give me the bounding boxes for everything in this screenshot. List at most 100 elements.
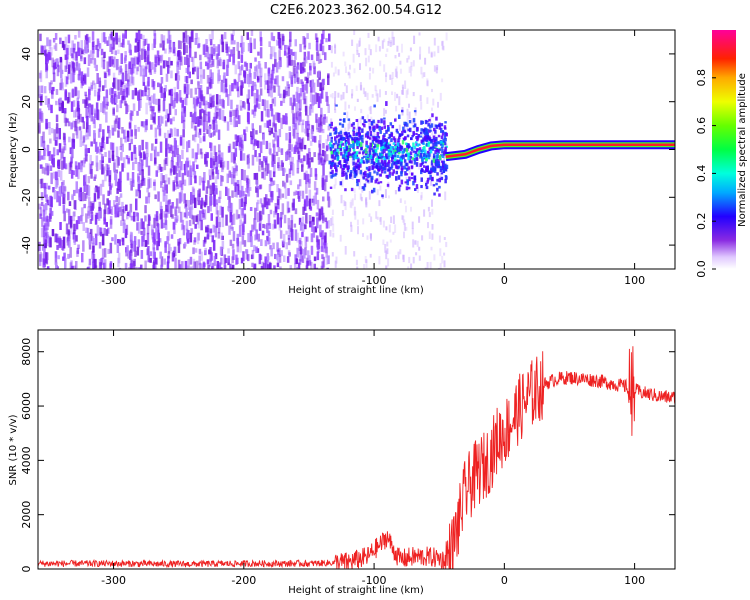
signal-cell — [410, 160, 413, 164]
signal-cell — [392, 149, 395, 155]
noise-cell — [178, 58, 181, 70]
noise-cell — [113, 159, 116, 171]
noise-cell — [98, 242, 102, 249]
noise-cell — [195, 33, 198, 44]
signal-cell — [347, 151, 351, 157]
noise-cell — [75, 181, 78, 194]
signal-cell — [330, 126, 333, 129]
noise-cell — [221, 241, 225, 250]
noise-cell — [272, 46, 276, 57]
noise-cell — [301, 216, 305, 226]
signal-cell — [411, 157, 414, 161]
noise-cell — [317, 96, 321, 108]
noise-cell — [268, 130, 272, 136]
noise-cell — [290, 220, 293, 232]
noise-cell — [407, 55, 410, 60]
noise-cell — [66, 237, 70, 246]
noise-cell — [240, 208, 243, 219]
noise-cell — [432, 98, 435, 106]
noise-cell — [43, 86, 47, 94]
noise-cell — [121, 75, 125, 82]
noise-cell — [345, 85, 348, 94]
noise-cell — [250, 30, 254, 36]
noise-cell — [370, 116, 373, 125]
noise-cell — [219, 205, 222, 216]
noise-cell — [259, 141, 263, 154]
colorbar: 0.00.20.40.60.8 Normalized spectral ampl… — [695, 30, 748, 278]
noise-cell — [334, 91, 337, 98]
noise-cell — [87, 185, 91, 197]
noise-cell — [215, 162, 219, 168]
noise-cell — [193, 104, 197, 115]
noise-cell — [59, 185, 62, 197]
noise-cell — [331, 216, 334, 226]
noise-cell — [304, 128, 307, 134]
noise-cell — [163, 132, 167, 139]
noise-cell — [221, 162, 225, 170]
signal-cell — [337, 138, 341, 144]
noise-cell — [83, 181, 86, 193]
noise-cell — [154, 138, 158, 144]
noise-cell — [168, 199, 171, 205]
signal-cell — [370, 147, 373, 151]
noise-cell — [45, 123, 48, 129]
noise-cell — [192, 67, 195, 75]
noise-cell — [212, 239, 216, 251]
signal-cell — [357, 158, 360, 163]
noise-cell — [222, 59, 226, 70]
noise-cell — [209, 133, 212, 138]
noise-cell — [200, 200, 203, 209]
noise-cell — [254, 207, 257, 220]
noise-cell — [46, 144, 49, 152]
noise-cell — [58, 143, 62, 153]
signal-cell — [432, 138, 436, 141]
signal-cell — [391, 125, 394, 129]
noise-cell — [347, 123, 350, 131]
noise-cell — [287, 149, 290, 160]
signal-cell — [365, 133, 368, 138]
noise-cell — [190, 88, 193, 98]
noise-cell — [190, 228, 193, 234]
noise-cell — [176, 128, 179, 137]
noise-cell — [280, 148, 283, 153]
noise-cell — [205, 227, 208, 233]
noise-cell — [239, 190, 242, 198]
noise-cell — [266, 198, 269, 206]
noise-cell — [291, 156, 294, 164]
noise-cell — [232, 213, 236, 225]
noise-cell — [306, 33, 309, 39]
signal-cell — [369, 142, 372, 148]
noise-cell — [198, 101, 202, 109]
signal-cell — [391, 172, 394, 176]
noise-cell — [305, 105, 308, 116]
signal-cell — [330, 160, 333, 164]
noise-cell — [297, 100, 301, 111]
noise-cell — [201, 209, 205, 214]
noise-cell — [233, 79, 237, 89]
noise-cell — [84, 144, 88, 156]
signal-cell — [409, 156, 413, 159]
noise-cell — [82, 240, 85, 252]
noise-cell — [159, 43, 162, 48]
noise-cell — [236, 81, 239, 89]
noise-cell — [419, 54, 421, 60]
noise-cell — [190, 167, 193, 177]
noise-cell — [93, 193, 97, 202]
signal-cell — [336, 148, 339, 152]
noise-cell — [259, 184, 263, 189]
signal-cell — [424, 119, 428, 125]
noise-cell — [240, 64, 244, 71]
noise-cell — [181, 172, 185, 185]
noise-cell — [77, 101, 80, 108]
noise-cell — [239, 66, 242, 76]
noise-cell — [259, 88, 263, 96]
signal-cell — [379, 139, 382, 143]
noise-cell — [156, 50, 160, 58]
noise-cell — [64, 91, 67, 100]
noise-cell — [315, 187, 319, 195]
noise-cell — [168, 133, 172, 138]
signal-cell — [350, 123, 354, 127]
noise-cell — [227, 188, 230, 200]
noise-cell — [49, 207, 52, 219]
noise-cell — [258, 63, 262, 74]
